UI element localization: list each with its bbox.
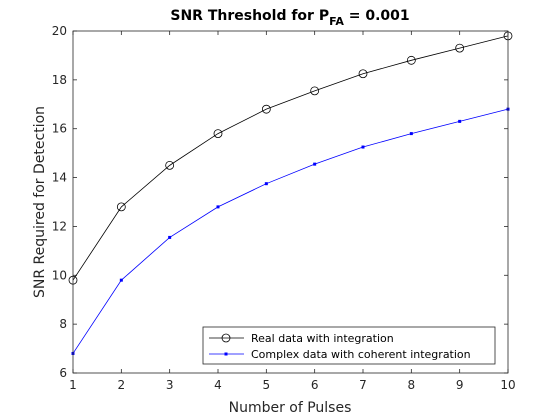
y-tick-label: 12 [52,219,67,233]
data-point-circle [261,104,271,114]
x-tick-label: 4 [214,378,222,392]
data-point-dot [313,162,317,166]
data-point-dot [168,235,172,239]
x-tick-label: 9 [456,378,464,392]
chart-title-tail: = 0.001 [344,8,410,24]
y-tick-label: 20 [52,24,67,38]
x-tick-label: 7 [359,378,367,392]
x-tick-label: 6 [311,378,319,392]
x-tick-label: 10 [500,378,515,392]
y-tick-label: 18 [52,73,67,87]
legend-marker-complex [224,352,228,356]
x-tick-label: 2 [118,378,126,392]
chart-title: SNR Threshold for PFA = 0.001 [170,8,409,28]
data-point-dot [216,205,220,209]
axes-box [72,30,509,374]
y-axis-label: SNR Required for Detection [32,106,48,298]
y-tick-label: 16 [52,122,67,136]
plot-area [73,31,508,373]
y-tick-label: 14 [52,171,67,185]
chart-title-main: SNR Threshold for P [170,8,329,24]
x-tick-label: 1 [69,378,77,392]
y-tick-label: 6 [59,366,67,380]
x-axis-label: Number of Pulses [229,400,352,416]
data-point-circle [406,55,416,65]
chart-title-subscript: FA [329,15,344,28]
data-point-circle [358,69,368,79]
legend-label-real: Real data with integration [251,332,394,345]
legend-label-complex: Complex data with coherent integration [251,348,471,361]
y-tick-label: 10 [52,268,67,282]
legend-box [202,326,496,365]
data-point-dot [458,119,462,123]
series-lines [68,31,513,355]
legend-marker-real [221,333,231,343]
data-point-circle [310,86,320,96]
x-tick-label: 3 [166,378,174,392]
data-point-dot [119,278,123,282]
x-tick-label: 8 [408,378,416,392]
data-point-dot [409,132,413,136]
data-point-circle [213,129,223,139]
data-point-circle [455,43,465,53]
series-line-1 [72,35,509,281]
data-point-dot [361,145,365,149]
data-point-circle [116,202,126,212]
data-point-dot [264,182,268,186]
y-axis-ticks: 6 8 10 12 14 16 18 20 [52,24,508,380]
legend: Real data with integration Complex data … [202,326,496,365]
data-point-circle [165,160,175,170]
x-axis-ticks: 1 2 3 4 5 6 7 8 9 10 [69,31,516,392]
x-tick-label: 5 [263,378,271,392]
series-line-2 [72,108,509,354]
y-tick-label: 8 [59,317,67,331]
